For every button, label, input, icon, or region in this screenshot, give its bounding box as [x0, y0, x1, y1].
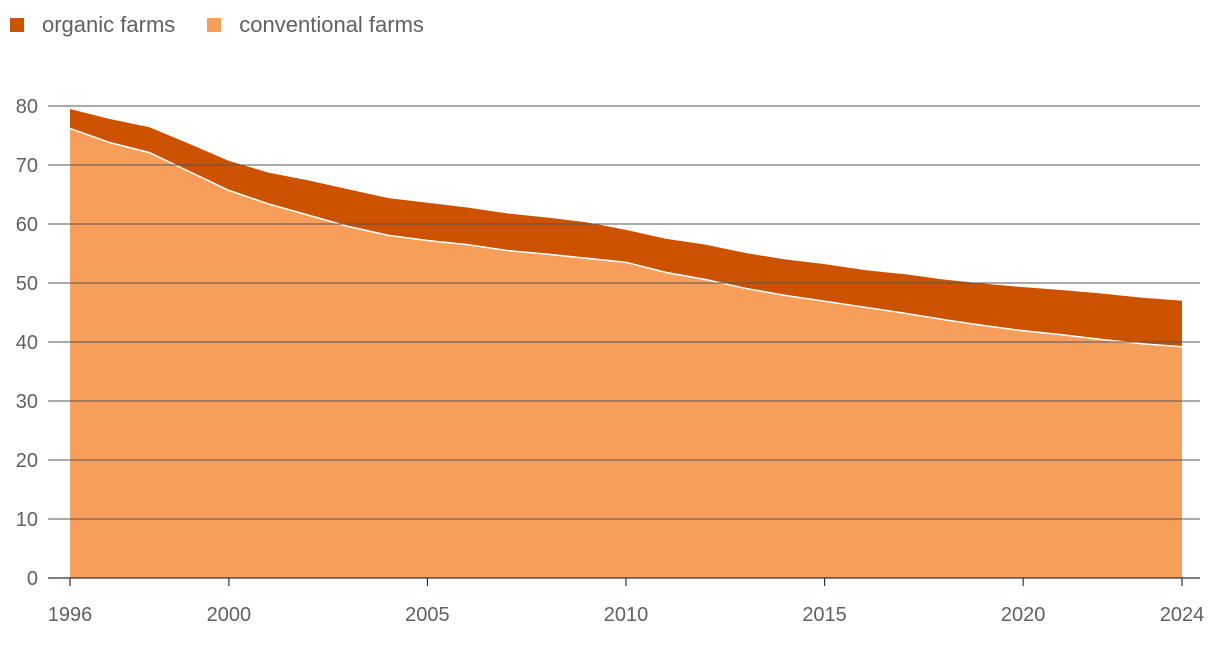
- legend-label-organic: organic farms: [42, 12, 176, 37]
- area-organic-farms: [70, 108, 1182, 347]
- area-conventional-farms: [70, 128, 1182, 579]
- x-tick-label-1996: 1996: [48, 604, 93, 626]
- y-tick-label-10: 10: [16, 509, 38, 531]
- x-tick-label-2010: 2010: [604, 604, 649, 626]
- legend-item-organic: organic farms: [10, 12, 175, 38]
- x-tick-label-2015: 2015: [802, 604, 847, 626]
- y-tick-label-50: 50: [16, 273, 38, 295]
- y-tick-label-30: 30: [16, 391, 38, 413]
- legend-label-conventional: conventional farms: [239, 12, 424, 37]
- y-tick-label-60: 60: [16, 214, 38, 236]
- y-tick-label-70: 70: [16, 155, 38, 177]
- legend-item-conventional: conventional farms: [207, 12, 424, 38]
- legend-swatch-organic: [10, 18, 24, 32]
- legend-swatch-conventional: [207, 18, 222, 32]
- y-tick-label-0: 0: [27, 568, 38, 590]
- series-boundary-line: [69, 127, 1183, 348]
- y-tick-label-40: 40: [16, 332, 38, 354]
- x-tick-label-2005: 2005: [405, 604, 450, 626]
- y-tick-label-20: 20: [16, 450, 38, 472]
- y-tick-label-80: 80: [16, 96, 38, 118]
- x-tick-label-2024: 2024: [1160, 604, 1205, 626]
- legend: organic farms conventional farms: [10, 12, 456, 38]
- x-tick-label-2020: 2020: [1001, 604, 1046, 626]
- x-tick-label-2000: 2000: [207, 604, 252, 626]
